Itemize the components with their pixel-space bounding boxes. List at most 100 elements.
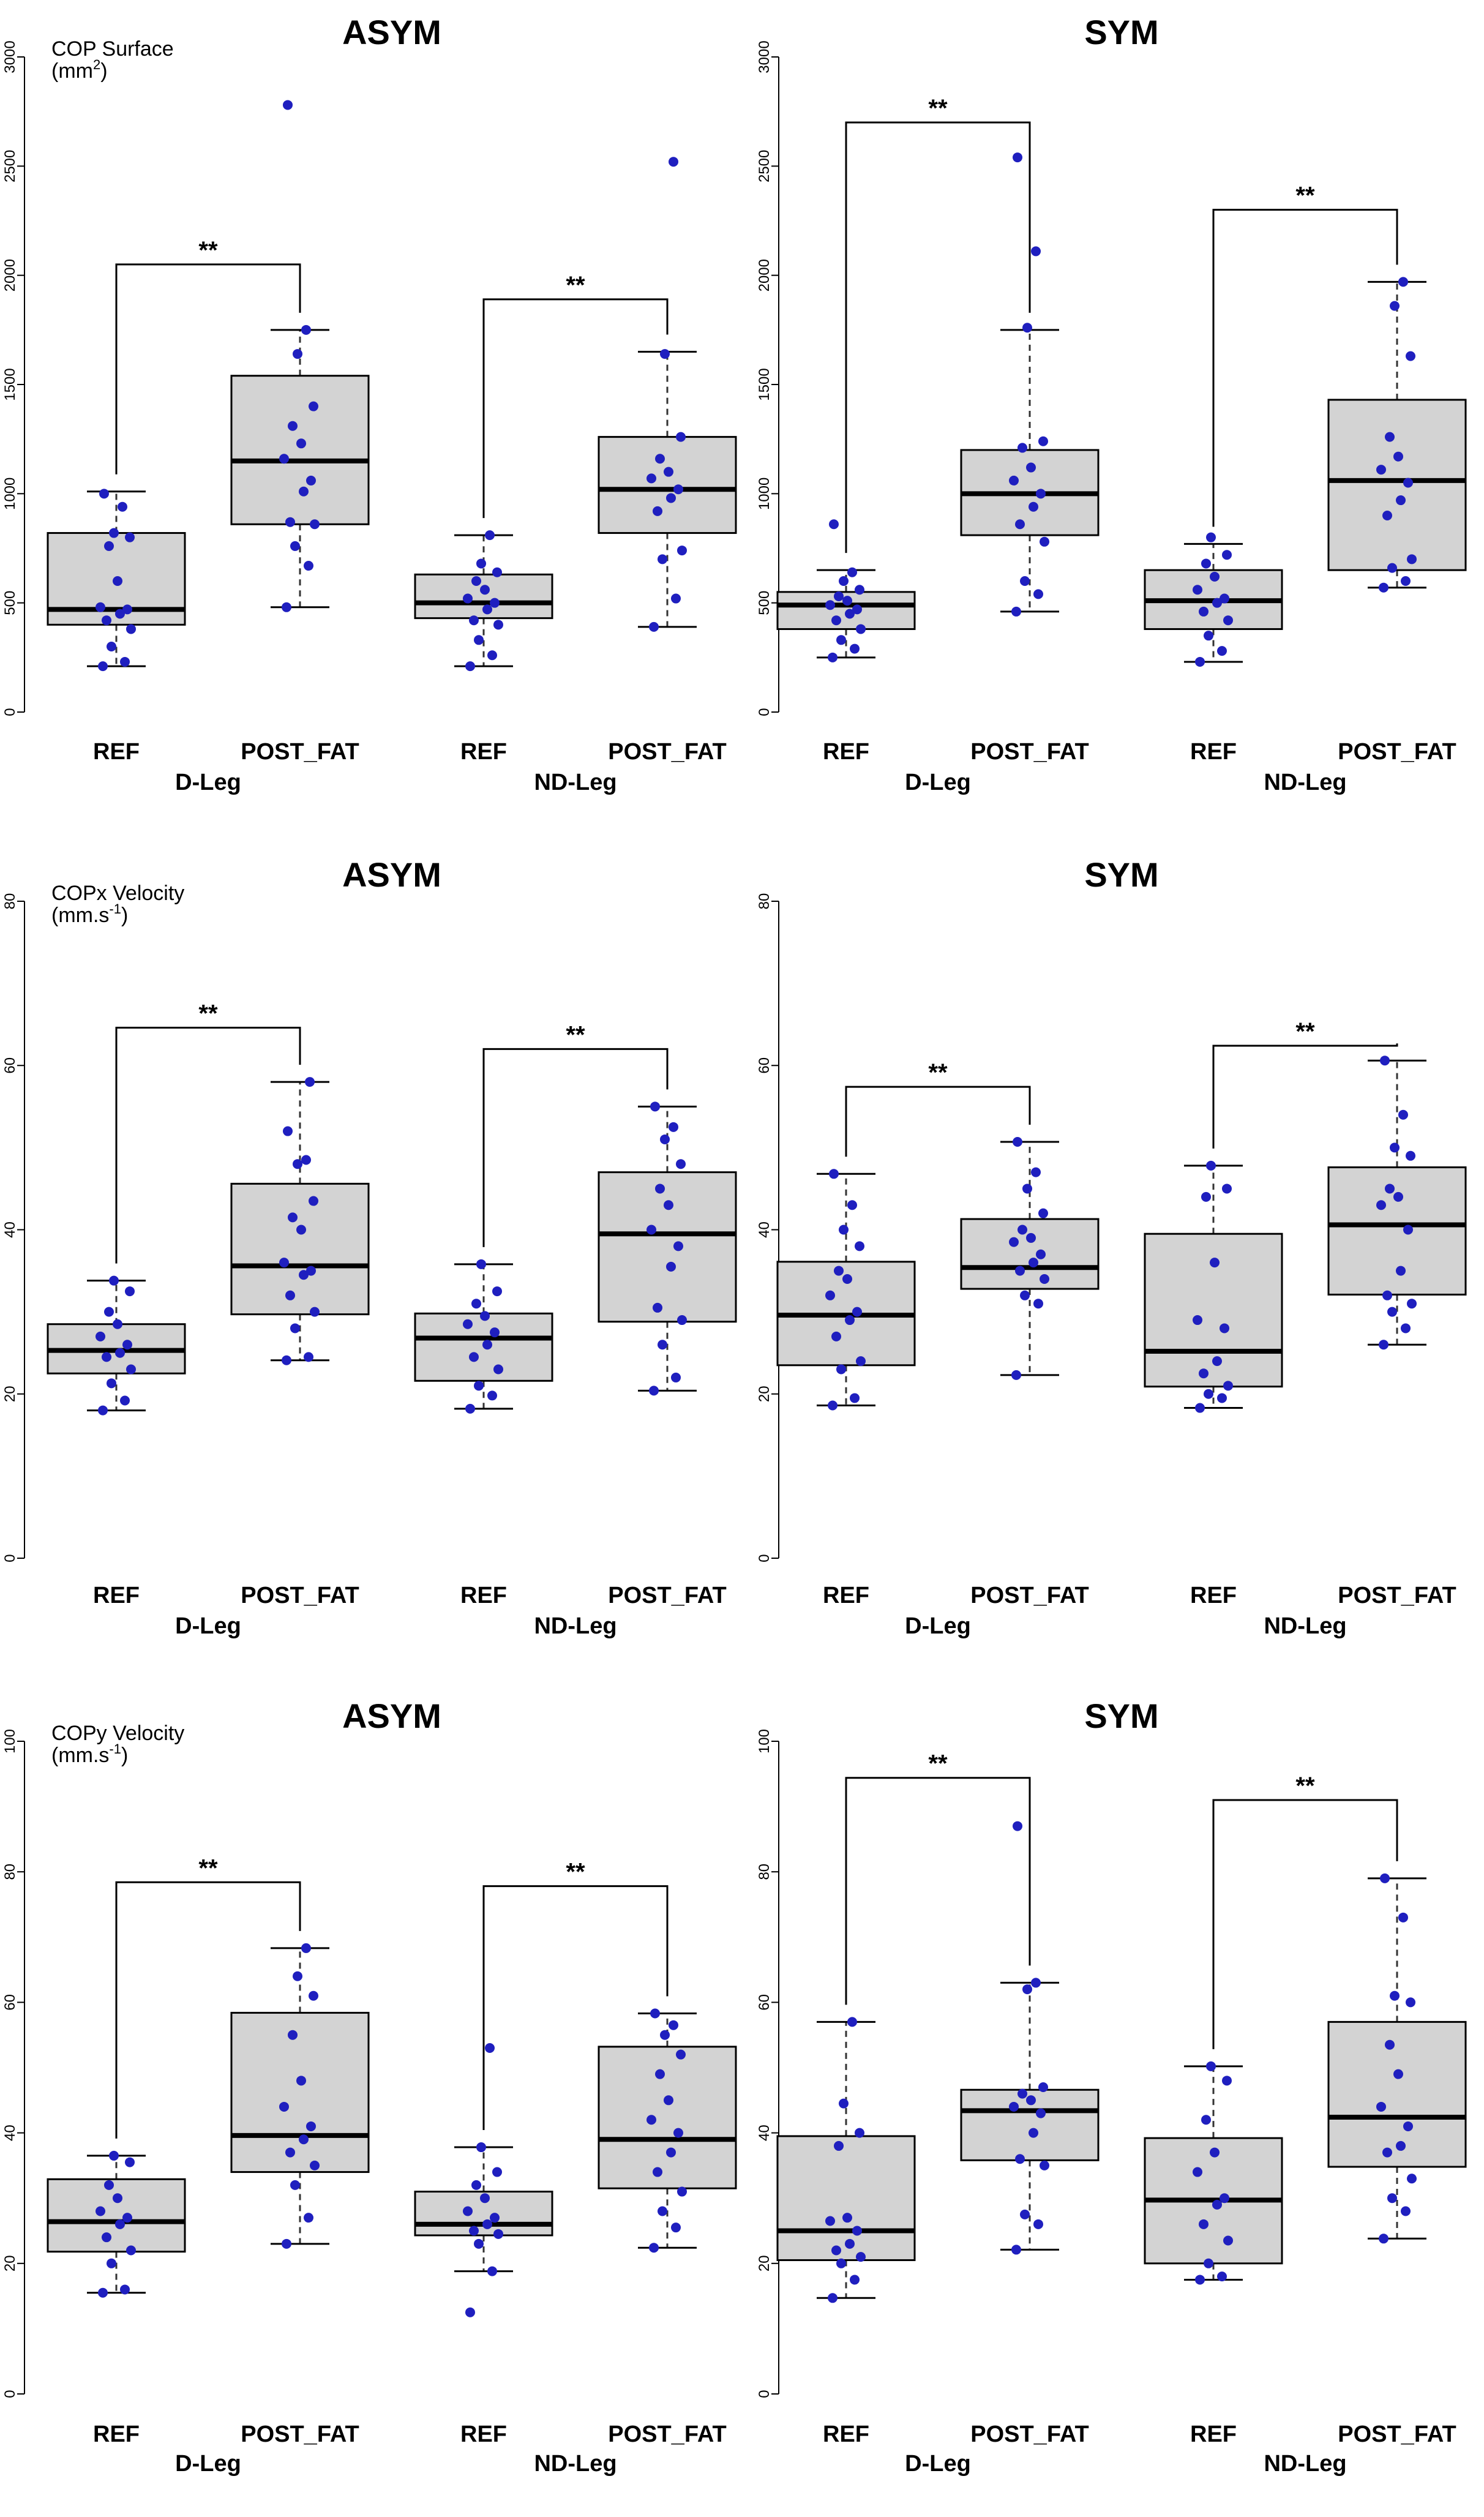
data-point bbox=[1401, 576, 1411, 586]
data-point bbox=[658, 1340, 667, 1350]
data-point bbox=[492, 567, 502, 577]
significance-label: ** bbox=[1295, 1772, 1315, 1799]
data-point bbox=[653, 506, 662, 516]
y-tick-label: 20 bbox=[756, 1386, 773, 1402]
data-point bbox=[1029, 2128, 1038, 2138]
data-point bbox=[299, 1270, 309, 1280]
y-tick-label: 1000 bbox=[2, 478, 18, 510]
box-group-4: POST_FAT bbox=[1327, 277, 1467, 765]
y-tick-label: 60 bbox=[756, 1994, 773, 2011]
x-category-label: REF bbox=[460, 1583, 507, 1608]
data-point bbox=[852, 2226, 862, 2236]
y-tick-label: 1500 bbox=[756, 368, 773, 400]
y-unit-base: (mm bbox=[51, 59, 93, 83]
data-point bbox=[296, 1225, 306, 1235]
data-point bbox=[1017, 2088, 1027, 2099]
box-group-2: POST_FAT bbox=[960, 152, 1100, 765]
data-point bbox=[293, 349, 302, 359]
significance-label: ** bbox=[198, 1855, 218, 1881]
panel-3: ASYM 0 20 40 60 80 COPx Velocity(mm.s-1) REF POS… bbox=[2, 855, 737, 1639]
data-point bbox=[842, 2213, 852, 2223]
data-point bbox=[1040, 536, 1049, 547]
data-point bbox=[304, 2213, 313, 2223]
data-point bbox=[1382, 511, 1392, 520]
y-tick-label: 80 bbox=[2, 1864, 18, 1880]
data-point bbox=[676, 2049, 686, 2060]
panel-title: ASYM bbox=[342, 855, 441, 894]
data-point bbox=[825, 2216, 835, 2226]
x-group-label: ND-Leg bbox=[1264, 2451, 1346, 2477]
x-category-label: REF bbox=[93, 1583, 140, 1608]
data-point bbox=[660, 349, 670, 359]
data-point bbox=[828, 1400, 838, 1411]
data-point bbox=[1376, 2101, 1386, 2112]
y-unit-base: (mm.s bbox=[51, 1744, 109, 1767]
x-category-label: REF bbox=[93, 739, 140, 765]
significance-label: ** bbox=[1295, 1018, 1315, 1045]
data-point bbox=[1017, 443, 1027, 453]
data-point bbox=[290, 1323, 300, 1334]
data-point bbox=[480, 2193, 490, 2204]
data-point bbox=[122, 604, 132, 615]
data-point bbox=[1031, 246, 1041, 257]
data-point bbox=[115, 609, 125, 619]
data-point bbox=[1009, 1237, 1019, 1247]
data-point bbox=[653, 1302, 662, 1313]
data-point bbox=[831, 615, 841, 626]
data-point bbox=[482, 604, 492, 615]
data-point bbox=[125, 532, 135, 542]
data-point bbox=[664, 2095, 673, 2106]
data-point bbox=[98, 661, 108, 672]
data-point bbox=[1029, 1258, 1038, 1268]
y-unit-end: ) bbox=[121, 904, 128, 927]
data-point bbox=[839, 576, 849, 586]
x-group-label: D-Leg bbox=[175, 1613, 241, 1639]
data-point bbox=[1398, 1109, 1408, 1120]
x-category-label: POST_FAT bbox=[970, 739, 1089, 765]
data-point bbox=[1390, 1142, 1400, 1153]
data-point bbox=[290, 541, 300, 551]
box-iqr bbox=[598, 2046, 737, 2189]
data-point bbox=[1379, 582, 1388, 593]
data-point bbox=[649, 1386, 659, 1396]
y-tick-label: 40 bbox=[2, 1221, 18, 1238]
box-group-2: POST_FAT bbox=[960, 1136, 1100, 1608]
data-point bbox=[288, 2030, 298, 2040]
significance-label: ** bbox=[566, 272, 585, 299]
data-point bbox=[852, 1307, 862, 1317]
data-point bbox=[476, 1259, 486, 1269]
data-point bbox=[829, 519, 839, 530]
data-point bbox=[1401, 2206, 1411, 2216]
data-point bbox=[1195, 1403, 1205, 1413]
data-point bbox=[673, 1241, 683, 1251]
x-group-label: ND-Leg bbox=[1264, 1613, 1346, 1639]
data-point bbox=[1199, 1368, 1209, 1379]
data-point bbox=[839, 1225, 849, 1235]
x-group-label: ND-Leg bbox=[1264, 770, 1346, 795]
data-point bbox=[658, 2206, 667, 2216]
data-point bbox=[650, 2008, 660, 2019]
y-unit-superscript: -1 bbox=[109, 1741, 121, 1757]
data-point bbox=[476, 558, 486, 569]
data-point bbox=[834, 2140, 844, 2151]
y-tick-label: 40 bbox=[756, 2125, 773, 2141]
data-point bbox=[646, 473, 656, 484]
data-point bbox=[842, 596, 852, 606]
y-tick-label: 40 bbox=[2, 2125, 18, 2141]
box-group-4: POST_FAT bbox=[598, 2008, 737, 2447]
x-group-label: D-Leg bbox=[175, 770, 241, 795]
y-tick-label: 100 bbox=[2, 1729, 18, 1754]
data-point bbox=[98, 2287, 108, 2298]
y-axis-unit: (mm2) bbox=[51, 57, 108, 83]
data-point bbox=[109, 528, 119, 538]
data-point bbox=[1195, 656, 1205, 667]
box-iqr bbox=[230, 1182, 370, 1316]
data-point bbox=[1038, 1208, 1048, 1218]
data-point bbox=[836, 1364, 846, 1375]
data-point bbox=[1212, 2199, 1222, 2210]
x-group-label: D-Leg bbox=[175, 2451, 241, 2477]
significance-bracket bbox=[1212, 1043, 1398, 1149]
data-point bbox=[1393, 1191, 1403, 1202]
data-point bbox=[1220, 1323, 1229, 1334]
significance-label: ** bbox=[1295, 182, 1315, 209]
